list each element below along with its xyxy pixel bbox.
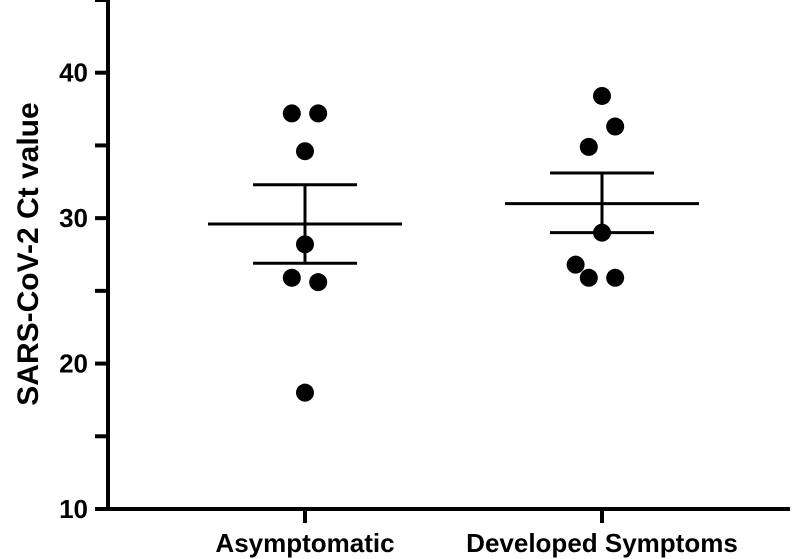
- data-point: [296, 142, 314, 161]
- data-point: [282, 104, 301, 123]
- y-tick-label: 30: [59, 203, 88, 233]
- data-point: [309, 104, 328, 123]
- data-point: [593, 223, 611, 242]
- y-axis-ticks: 10 20 30 40: [59, 0, 108, 524]
- y-tick-label: 10: [59, 494, 88, 524]
- data-point: [282, 268, 301, 287]
- y-tick-label: 20: [59, 349, 88, 379]
- data-point: [566, 255, 585, 274]
- data-point: [309, 273, 328, 292]
- data-point: [296, 383, 314, 402]
- data-point: [579, 137, 598, 156]
- data-point: [606, 117, 625, 136]
- mean-sem-bars: [208, 171, 699, 265]
- data-point: [606, 268, 625, 287]
- y-axis-label: SARS-CoV-2 Ct value: [12, 102, 45, 405]
- x-tick-label: Developed Symptoms: [466, 528, 738, 558]
- data-points: [282, 86, 625, 402]
- axis-lines: [106, 0, 790, 511]
- x-axis-ticks: Asymptomatic Developed Symptoms: [215, 509, 738, 558]
- data-point: [593, 86, 611, 105]
- y-tick-label: 40: [59, 58, 88, 88]
- axes: [106, 0, 790, 511]
- data-point: [579, 268, 598, 287]
- x-tick-label: Asymptomatic: [215, 528, 394, 558]
- data-point: [296, 235, 314, 254]
